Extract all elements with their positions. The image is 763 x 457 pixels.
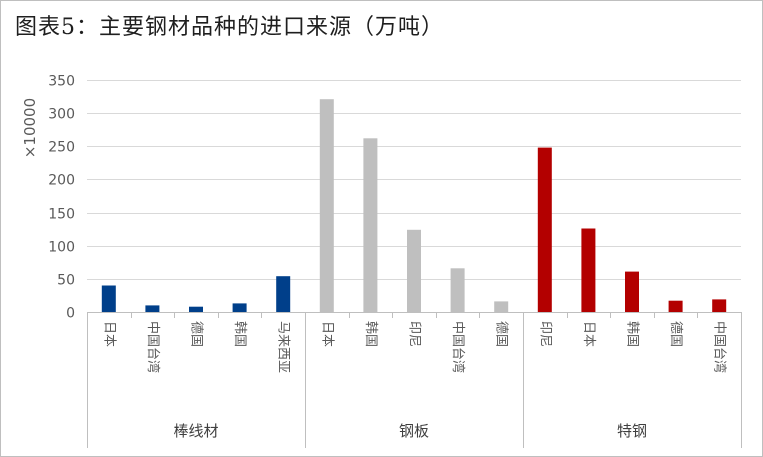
category-label-0-1: 中国台湾 bbox=[145, 321, 161, 373]
category-label-1-0: 日本 bbox=[319, 321, 334, 347]
bar-1-0 bbox=[319, 99, 334, 312]
category-label-2-0: 印尼 bbox=[537, 321, 552, 347]
category-labels: 日本 中国台湾 德国 韩国 马来西亚 日本 韩国 印尼 中国台湾 德国 印尼 日本 韩国 德国 中国台湾 bbox=[101, 321, 727, 373]
group-label-0: 棒线材 bbox=[173, 422, 218, 440]
y-tick-label-300: 300 bbox=[48, 107, 75, 123]
bar-0-4 bbox=[276, 276, 291, 312]
group-label-1: 钢板 bbox=[399, 422, 429, 440]
bar-0-3 bbox=[232, 303, 247, 312]
bar-2-0 bbox=[537, 147, 552, 312]
y-tick-label-100: 100 bbox=[48, 240, 75, 256]
category-label-2-4: 中国台湾 bbox=[712, 321, 728, 373]
category-label-1-2: 印尼 bbox=[407, 321, 422, 347]
bar-2-2 bbox=[625, 271, 639, 312]
bar-0-2 bbox=[189, 306, 203, 312]
y-tick-label-50: 50 bbox=[57, 273, 75, 289]
y-tick-label-200: 200 bbox=[48, 173, 75, 189]
group-label-2: 特钢 bbox=[617, 422, 647, 440]
bars bbox=[101, 99, 727, 312]
bar-2-4 bbox=[712, 299, 727, 312]
category-label-2-2: 韩国 bbox=[625, 321, 640, 347]
category-label-0-4: 马来西亚 bbox=[276, 321, 291, 373]
bar-0-0 bbox=[101, 285, 116, 312]
bar-2-3 bbox=[668, 300, 683, 312]
x-axis bbox=[87, 312, 742, 448]
category-label-1-1: 韩国 bbox=[363, 321, 378, 347]
group-labels: 棒线材 钢板 特钢 bbox=[173, 422, 647, 440]
category-label-1-3: 中国台湾 bbox=[450, 321, 466, 373]
category-label-2-3: 德国 bbox=[668, 321, 683, 347]
y-tick-labels: 0 50 100 150 200 250 300 350 bbox=[48, 74, 75, 322]
chart-title: 图表5：主要钢材品种的进口来源（万吨） bbox=[15, 15, 444, 40]
category-label-0-2: 德国 bbox=[189, 321, 204, 347]
category-label-0-0: 日本 bbox=[101, 321, 116, 347]
category-label-0-3: 韩国 bbox=[232, 321, 247, 347]
y-tick-label-150: 150 bbox=[48, 207, 75, 223]
category-label-2-1: 日本 bbox=[581, 321, 596, 347]
bar-1-2 bbox=[407, 229, 421, 312]
category-label-1-4: 德国 bbox=[494, 321, 509, 347]
y-tick-label-250: 250 bbox=[48, 140, 75, 156]
bar-0-1 bbox=[145, 305, 160, 312]
y-tick-label-0: 0 bbox=[66, 306, 75, 322]
bar-1-1 bbox=[363, 138, 378, 312]
bar-1-3 bbox=[450, 268, 465, 312]
bar-1-4 bbox=[494, 301, 509, 312]
y-tick-label-350: 350 bbox=[48, 74, 75, 90]
bar-2-1 bbox=[581, 228, 596, 312]
